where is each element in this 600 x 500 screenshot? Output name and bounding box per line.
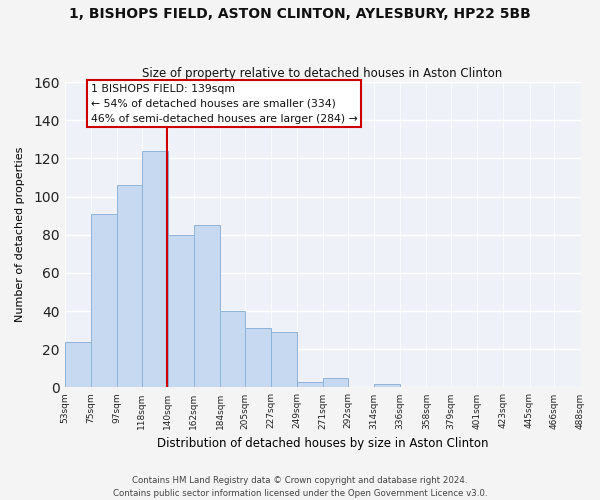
Text: Contains HM Land Registry data © Crown copyright and database right 2024.
Contai: Contains HM Land Registry data © Crown c… [113,476,487,498]
Bar [374,384,400,388]
Bar [117,185,142,388]
Text: 1 BISHOPS FIELD: 139sqm
← 54% of detached houses are smaller (334)
46% of semi-d: 1 BISHOPS FIELD: 139sqm ← 54% of detache… [91,84,358,124]
Bar [245,328,271,388]
Bar [65,342,91,388]
Bar [220,311,245,388]
Bar [168,234,194,388]
Y-axis label: Number of detached properties: Number of detached properties [15,147,25,322]
Bar [297,382,323,388]
Bar [142,151,168,388]
Bar [323,378,348,388]
Text: 1, BISHOPS FIELD, ASTON CLINTON, AYLESBURY, HP22 5BB: 1, BISHOPS FIELD, ASTON CLINTON, AYLESBU… [69,8,531,22]
Bar [91,214,117,388]
Title: Size of property relative to detached houses in Aston Clinton: Size of property relative to detached ho… [142,66,503,80]
X-axis label: Distribution of detached houses by size in Aston Clinton: Distribution of detached houses by size … [157,437,488,450]
Bar [194,225,220,388]
Bar [271,332,297,388]
